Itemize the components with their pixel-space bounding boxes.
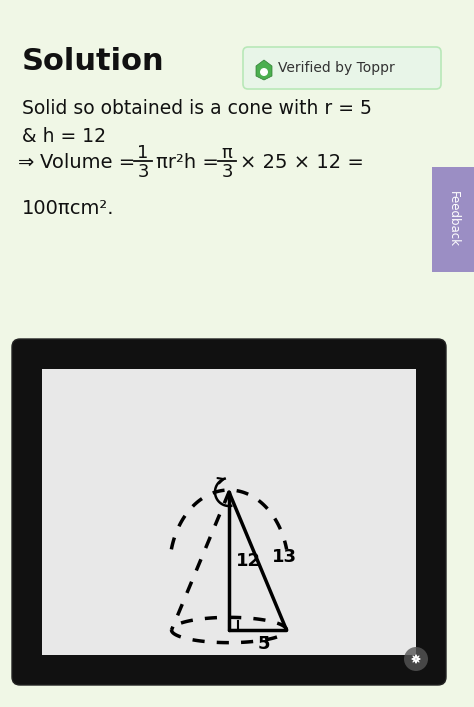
Text: × 25 × 12 =: × 25 × 12 = bbox=[240, 153, 364, 172]
Text: Feedback: Feedback bbox=[447, 191, 459, 247]
Text: 5: 5 bbox=[257, 635, 270, 653]
Text: & h = 12: & h = 12 bbox=[22, 127, 106, 146]
Circle shape bbox=[404, 647, 428, 671]
Text: 12: 12 bbox=[236, 552, 261, 570]
Text: 100πcm².: 100πcm². bbox=[22, 199, 115, 218]
FancyBboxPatch shape bbox=[42, 369, 416, 655]
Text: 3: 3 bbox=[221, 163, 233, 181]
Text: 1: 1 bbox=[137, 144, 149, 162]
Polygon shape bbox=[256, 60, 272, 80]
Text: Solution: Solution bbox=[22, 47, 164, 76]
Text: ⇒: ⇒ bbox=[18, 153, 35, 172]
FancyBboxPatch shape bbox=[432, 167, 474, 272]
Text: Volume =: Volume = bbox=[40, 153, 142, 172]
Text: πr²h =: πr²h = bbox=[156, 153, 225, 172]
Circle shape bbox=[260, 68, 268, 76]
Text: 3: 3 bbox=[137, 163, 149, 181]
Text: 13: 13 bbox=[272, 548, 297, 566]
Text: π: π bbox=[222, 144, 232, 162]
Text: Solid so obtained is a cone with r = 5: Solid so obtained is a cone with r = 5 bbox=[22, 99, 372, 118]
FancyBboxPatch shape bbox=[12, 339, 446, 685]
Text: Verified by Toppr: Verified by Toppr bbox=[278, 61, 395, 75]
FancyBboxPatch shape bbox=[243, 47, 441, 89]
